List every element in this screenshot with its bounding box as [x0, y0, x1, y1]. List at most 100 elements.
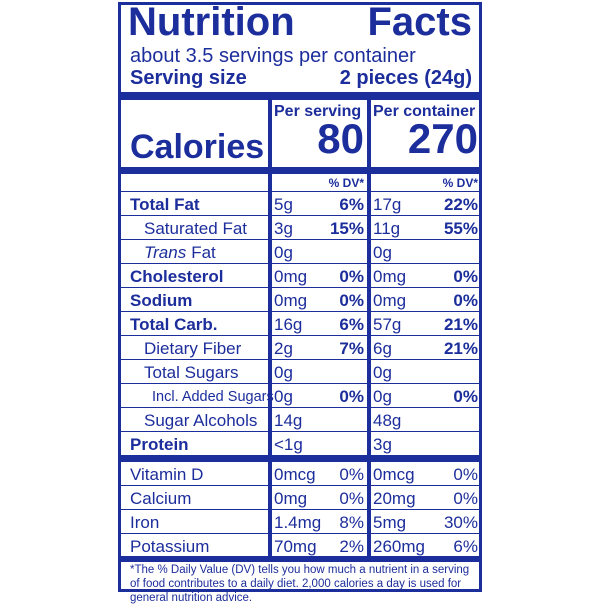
- daily-value: 8%: [339, 513, 364, 532]
- amount: <1g: [274, 435, 303, 454]
- nutrient-name: Trans: [144, 243, 187, 262]
- daily-value: 21%: [443, 339, 478, 358]
- thick-rule: [121, 455, 479, 462]
- amount: 0mg: [373, 267, 407, 286]
- nutrient-name: Calcium: [130, 489, 192, 508]
- amount: 16g: [274, 315, 303, 334]
- amount: 70mg: [274, 537, 317, 556]
- nutrient-name: Total Fat: [130, 195, 200, 214]
- daily-value: 0%: [339, 291, 364, 310]
- daily-value: 6%: [339, 195, 364, 214]
- daily-value: 7%: [339, 339, 364, 358]
- nutrient-name: Total Sugars: [144, 363, 239, 382]
- footnote: *The % Daily Value (DV) tells you how mu…: [130, 564, 470, 604]
- rule: [121, 287, 479, 288]
- daily-value: 0%: [453, 291, 478, 310]
- amount: 0g: [373, 243, 392, 262]
- amount: 2g: [274, 339, 293, 358]
- daily-value: 0%: [453, 267, 478, 286]
- rule: [121, 359, 479, 360]
- daily-value: 0%: [453, 489, 478, 508]
- amount: 0mg: [274, 267, 308, 286]
- amount: 3g: [373, 435, 392, 454]
- nutrient-name: Incl. Added Sugars: [152, 389, 274, 405]
- amount: 0mg: [373, 291, 407, 310]
- column-divider: [367, 100, 371, 556]
- amount: 1.4mg: [274, 513, 322, 532]
- daily-value: 21%: [443, 315, 478, 334]
- amount: 0g: [274, 243, 293, 262]
- nutrient-name: Iron: [130, 513, 160, 532]
- nutrient-name: Total Carb.: [130, 315, 218, 334]
- rule: [121, 533, 479, 534]
- daily-value: 30%: [443, 513, 478, 532]
- amount: 17g: [373, 195, 402, 214]
- column-header: Per container: [373, 103, 476, 120]
- rule: [121, 239, 479, 240]
- amount: 0mcg: [373, 465, 415, 484]
- daily-value: 6%: [339, 315, 364, 334]
- label-border: [118, 2, 482, 592]
- rule: [121, 263, 479, 264]
- nutrient-name: Sodium: [130, 291, 193, 310]
- daily-value: 0%: [339, 465, 364, 484]
- rule: [121, 509, 479, 510]
- daily-value: 0%: [339, 387, 364, 406]
- rule: [121, 431, 479, 432]
- thick-rule: [121, 167, 479, 174]
- daily-value: 6%: [453, 537, 478, 556]
- daily-value: 0%: [453, 387, 478, 406]
- nutrient-name: Saturated Fat: [144, 219, 248, 238]
- column-divider: [268, 100, 272, 556]
- servings: about 3.5 servings per container: [130, 45, 416, 67]
- title: Nutrition Facts: [128, 0, 472, 44]
- rule: [121, 335, 479, 336]
- rule: [121, 215, 479, 216]
- amount: 0g: [373, 387, 392, 406]
- nutrient-name: Fat: [191, 243, 216, 262]
- amount: 20mg: [373, 489, 416, 508]
- serving-size-label: Serving size: [130, 67, 247, 89]
- rule: [121, 311, 479, 312]
- amount: 11g: [373, 219, 401, 238]
- nutrient-name: Protein: [130, 435, 189, 454]
- rule: [121, 383, 479, 384]
- amount: 5mg: [373, 513, 407, 532]
- column-header: Per serving: [274, 103, 362, 120]
- amount: 0mg: [274, 489, 308, 508]
- amount: 57g: [373, 315, 402, 334]
- amount: 0g: [274, 387, 293, 406]
- serving-size-value: 2 pieces (24g): [339, 67, 472, 89]
- rule: [121, 485, 479, 486]
- nutrient-name: Sugar Alcohols: [144, 411, 258, 430]
- amount: 48g: [373, 411, 402, 430]
- calories-value: 270: [407, 115, 478, 162]
- dv-header: % DV*: [328, 176, 364, 190]
- daily-value: 2%: [339, 537, 364, 556]
- nutrient-name: Potassium: [130, 537, 210, 556]
- amount: 5g: [274, 195, 293, 214]
- rule: [121, 407, 479, 408]
- thick-rule: [121, 556, 479, 562]
- daily-value: 0%: [339, 267, 364, 286]
- amount: 14g: [274, 411, 303, 430]
- amount: 3g: [274, 219, 293, 238]
- daily-value: 15%: [329, 219, 364, 238]
- calories-label: Calories: [130, 128, 265, 166]
- calories-value: 80: [317, 115, 364, 162]
- nutrient-name: Vitamin D: [130, 465, 204, 484]
- amount: 260mg: [373, 537, 425, 556]
- amount: 0g: [373, 363, 392, 382]
- nutrient-name: Dietary Fiber: [144, 339, 242, 358]
- amount: 6g: [373, 339, 392, 358]
- daily-value: 0%: [453, 465, 478, 484]
- dv-header: % DV*: [442, 176, 478, 190]
- daily-value: 22%: [443, 195, 478, 214]
- amount: 0mg: [274, 291, 308, 310]
- amount: 0g: [274, 363, 293, 382]
- amount: 0mcg: [274, 465, 316, 484]
- daily-value: 55%: [443, 219, 478, 238]
- rule: [121, 191, 479, 192]
- daily-value: 0%: [339, 489, 364, 508]
